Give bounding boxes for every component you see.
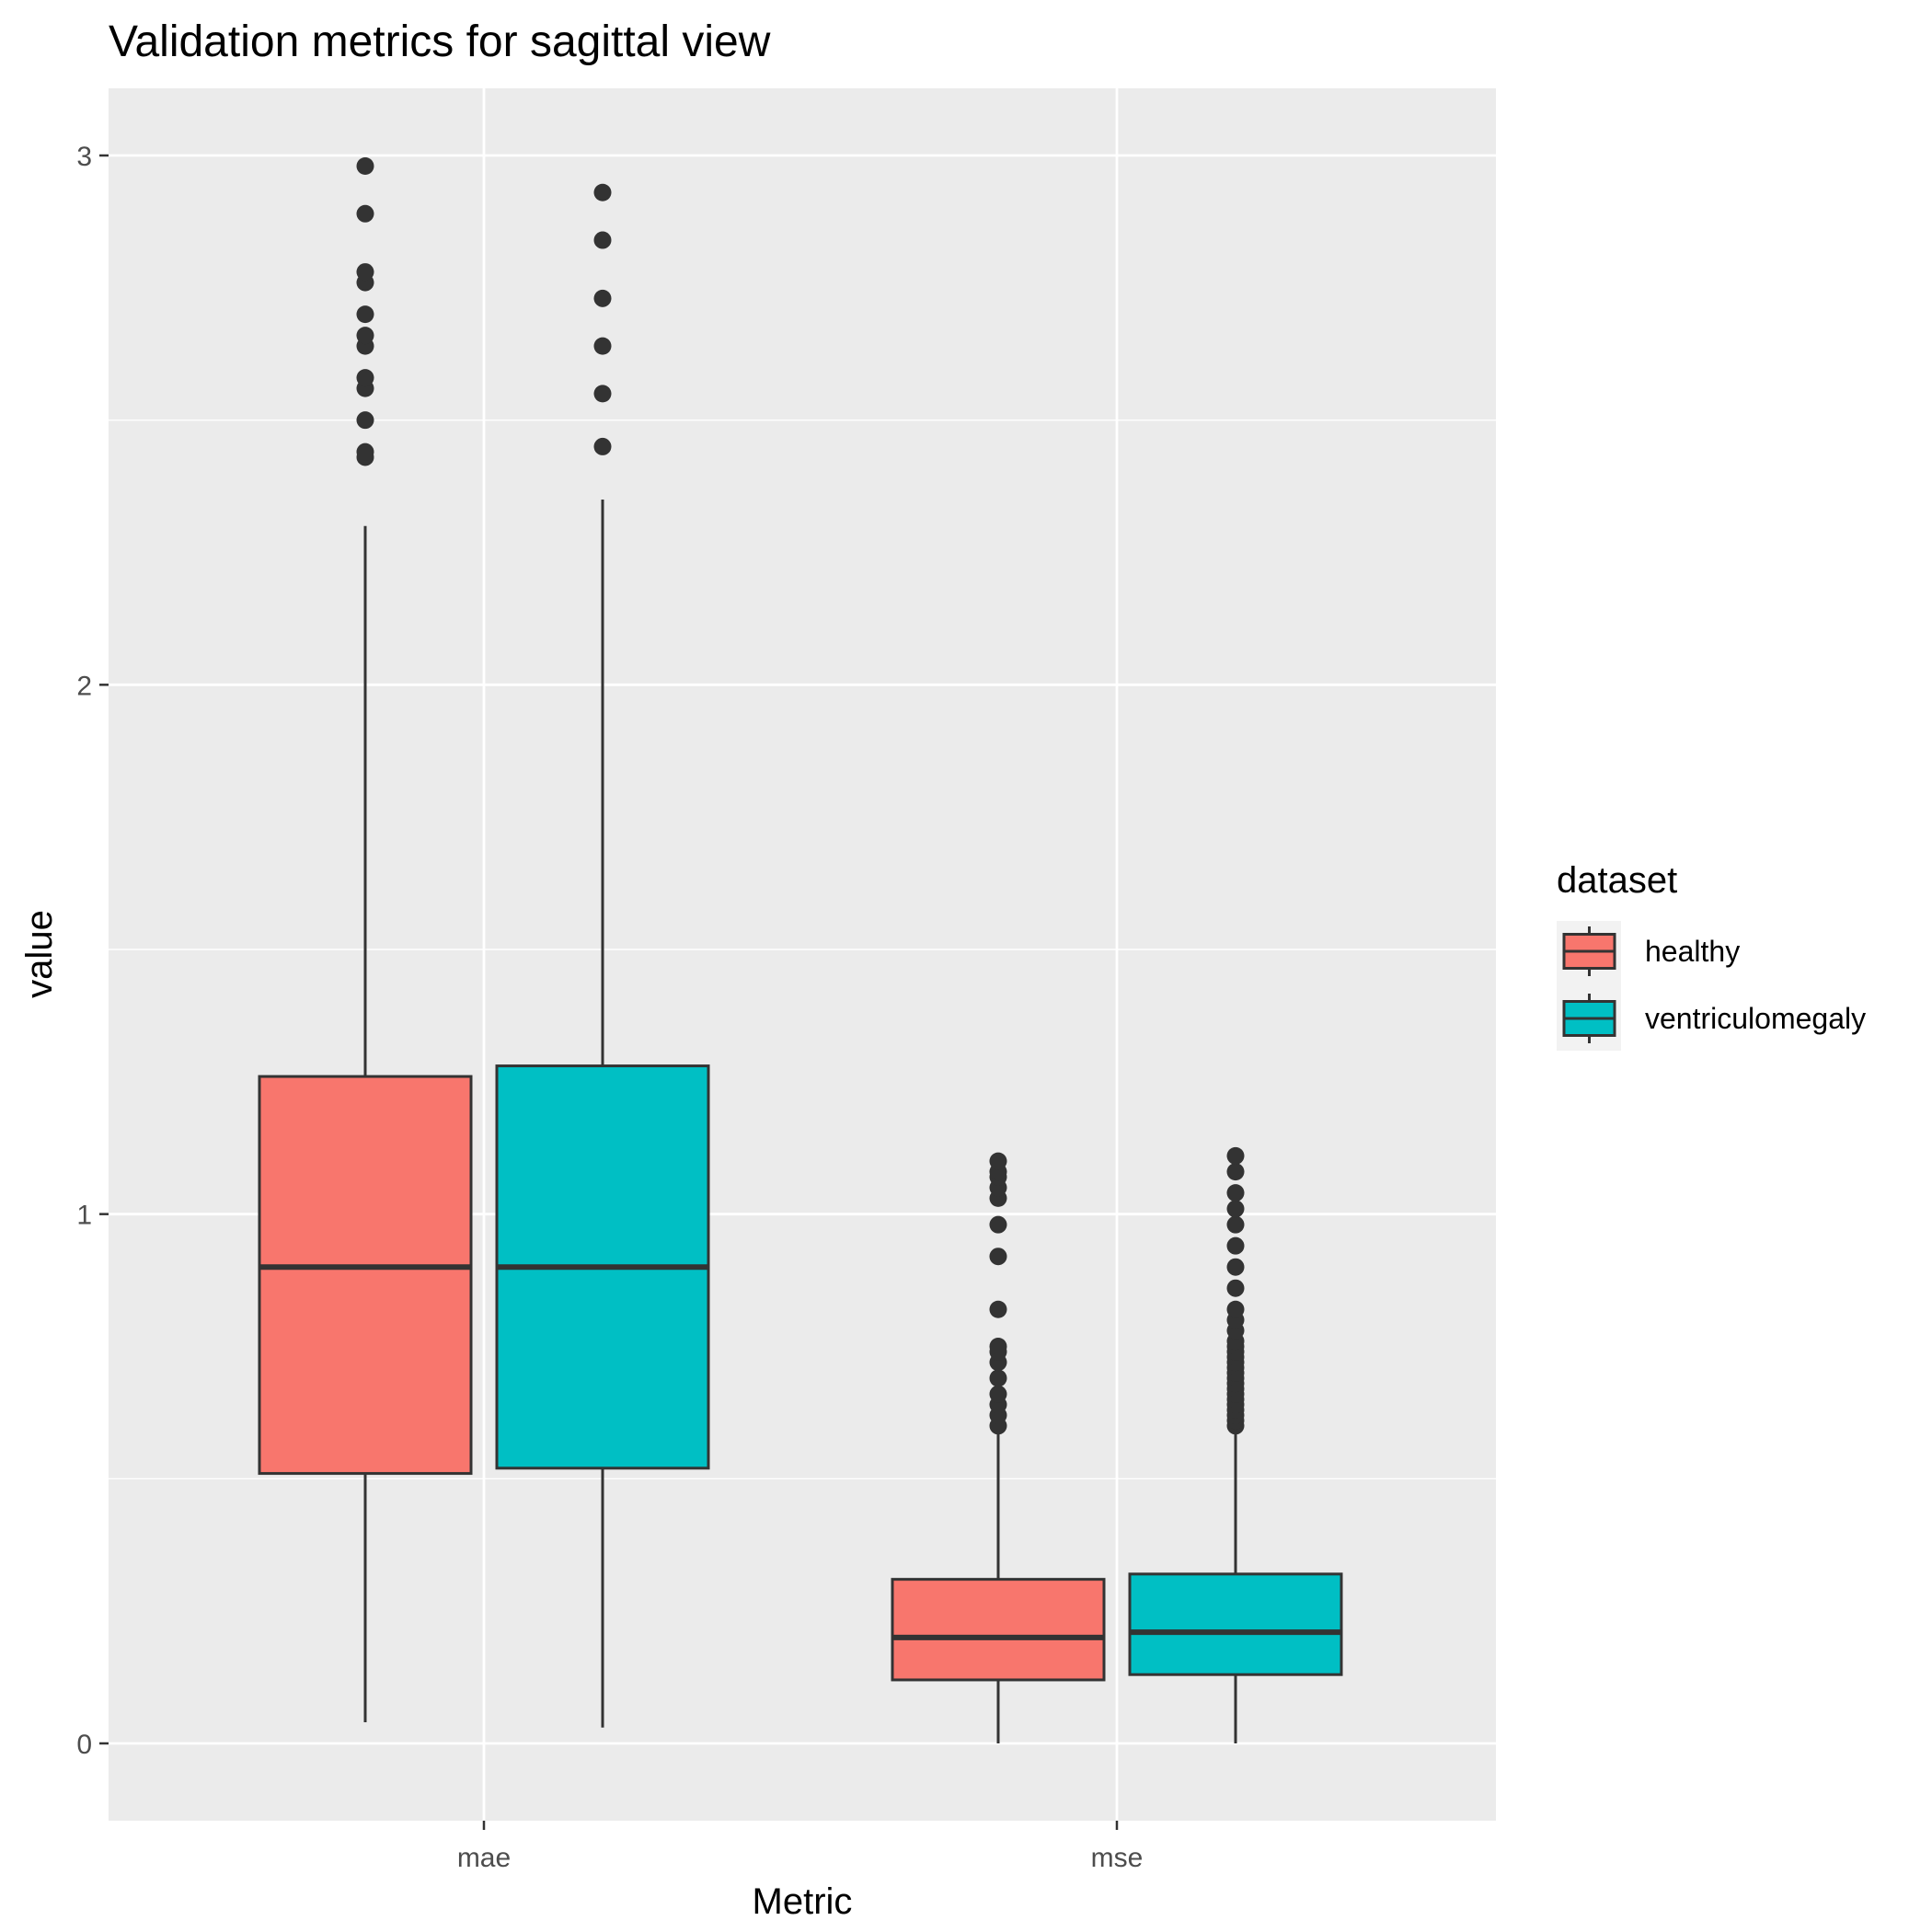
outlier-point [356,327,374,345]
legend-item-healthy: healthy [1562,926,1740,976]
outlier-point [989,1152,1007,1170]
legend-keys: healthy ventriculomegaly [1557,921,1866,1051]
y-axis-title: value [19,910,60,998]
outlier-point [989,1300,1007,1318]
box [1128,1572,1343,1676]
outlier-point [593,337,612,355]
x-tick-label: mae [457,1843,511,1873]
outlier-point [356,411,374,430]
legend: dataset healthy ventriculomegaly [1557,860,1866,1051]
outlier-point [356,305,374,324]
outlier-point [593,183,612,201]
x-tick-label: mse [1091,1843,1144,1873]
chart-title: Validation metrics for sagittal view [109,17,771,66]
box [258,1075,473,1476]
boxplot-healthy-mae [258,157,473,1722]
legend-label: healthy [1645,935,1740,968]
y-tick-label: 1 [76,1201,92,1231]
outlier-point [1226,1279,1245,1297]
outlier-point [989,1338,1007,1355]
outlier-point [593,385,612,403]
outlier-point [1226,1146,1245,1165]
boxplots [258,157,1343,1743]
outlier-point [1226,1300,1245,1318]
outlier-point [593,231,612,249]
plot-panel [109,88,1496,1821]
outlier-point [989,1385,1007,1403]
outlier-point [356,369,374,387]
outlier-point [593,437,612,455]
y-tick-label: 0 [76,1730,92,1760]
outlier-point [1226,1200,1245,1218]
outlier-point [989,1215,1007,1234]
outlier-point [356,443,374,461]
outlier-point [1226,1258,1245,1276]
outlier-point [356,157,374,176]
boxplot-ventriculomegaly-mse [1128,1146,1343,1743]
box [891,1578,1106,1682]
y-tick-label: 3 [76,142,92,172]
legend-label: ventriculomegaly [1645,1002,1866,1035]
outlier-point [989,1248,1007,1266]
outlier-point [593,289,612,307]
outlier-point [1226,1184,1245,1202]
boxplot-ventriculomegaly-mae [495,183,710,1728]
y-axis: 0 1 2 3 [76,142,109,1760]
outlier-point [989,1369,1007,1387]
x-axis: mae mse [457,1821,1144,1873]
outlier-point [1226,1236,1245,1255]
boxplot-healthy-mse [891,1152,1106,1743]
outlier-point [1226,1215,1245,1234]
outlier-point [356,263,374,282]
legend-title: dataset [1557,860,1677,901]
y-tick-label: 2 [76,671,92,701]
outlier-point [1226,1163,1245,1181]
legend-item-ventriculomegaly: ventriculomegaly [1562,994,1866,1043]
x-axis-title: Metric [753,1881,853,1922]
outlier-point [356,204,374,223]
